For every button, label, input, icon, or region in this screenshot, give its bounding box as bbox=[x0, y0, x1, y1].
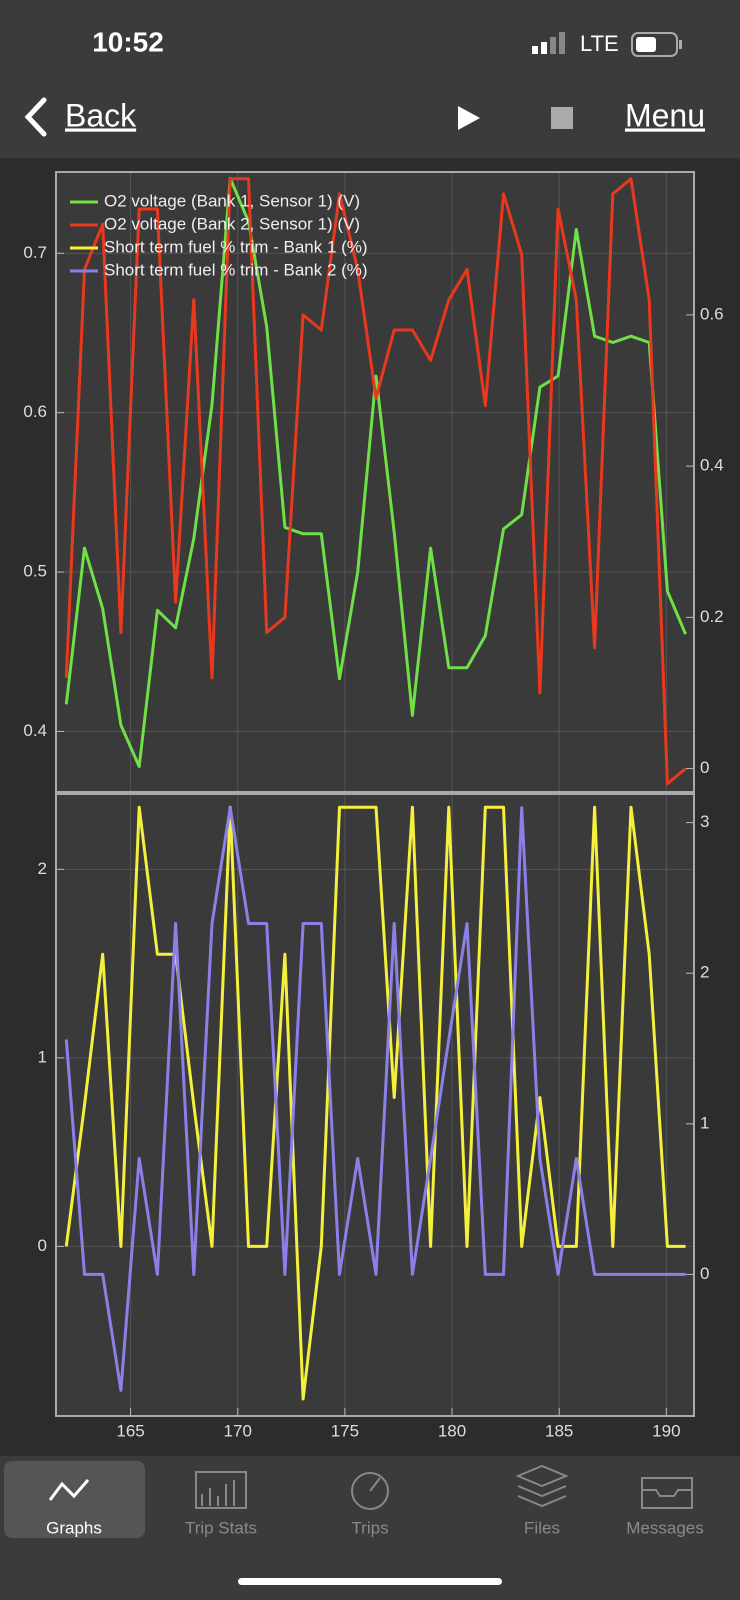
signal bbox=[532, 32, 565, 54]
plot-border bbox=[55, 171, 695, 793]
y2-tick-label: 2 bbox=[700, 963, 709, 982]
plot-area bbox=[56, 794, 694, 1416]
y-tick-label: 0.5 bbox=[23, 562, 47, 581]
tab-label[interactable]: Files bbox=[524, 1518, 560, 1537]
y2-tick-label: 0 bbox=[700, 1264, 709, 1283]
y2-tick-label: 0.2 bbox=[700, 607, 724, 626]
y-tick-label: 2 bbox=[38, 859, 47, 878]
plot-border bbox=[55, 793, 695, 1417]
tab-label[interactable]: Trip Stats bbox=[185, 1518, 257, 1537]
x-tick-label: 190 bbox=[652, 1421, 680, 1440]
home-indicator bbox=[238, 1578, 502, 1585]
tab-label[interactable]: Graphs bbox=[46, 1518, 102, 1537]
x-tick-label: 185 bbox=[545, 1421, 573, 1440]
icons bbox=[195, 1464, 693, 1510]
y2-tick-label: 1 bbox=[700, 1113, 709, 1132]
plot-area bbox=[56, 172, 694, 792]
y-tick-label: 0.4 bbox=[23, 721, 47, 740]
back-button[interactable]: Back bbox=[65, 97, 137, 133]
legend-label: Short term fuel % trim - Bank 1 (%) bbox=[104, 237, 368, 256]
x-tick-label: 180 bbox=[438, 1421, 466, 1440]
y-tick-label: 0 bbox=[38, 1236, 47, 1255]
tab-selected bbox=[4, 1461, 145, 1538]
legend-label: O2 voltage (Bank 2, Sensor 1) (V) bbox=[104, 214, 360, 233]
series-line bbox=[64, 805, 686, 1401]
graphs-icon bbox=[48, 1479, 90, 1501]
x-tick-label: 175 bbox=[331, 1421, 359, 1440]
y-tick-label: 0.7 bbox=[23, 243, 47, 262]
header-bg bbox=[0, 0, 740, 158]
series-line bbox=[64, 176, 687, 768]
menu-button[interactable]: Menu bbox=[625, 97, 705, 133]
stop-button[interactable] bbox=[551, 107, 573, 129]
tab-label[interactable]: Messages bbox=[626, 1518, 703, 1537]
x-tick-label: 165 bbox=[116, 1421, 144, 1440]
legend-label: Short term fuel % trim - Bank 2 (%) bbox=[104, 260, 368, 279]
clock: 10:52 bbox=[92, 26, 164, 57]
tab-label[interactable]: Trips bbox=[351, 1518, 388, 1537]
series-line bbox=[64, 806, 686, 1392]
network: LTE bbox=[580, 31, 619, 56]
back-chevron[interactable] bbox=[24, 97, 47, 137]
y-tick-label: 0.6 bbox=[23, 402, 47, 421]
y2-tick-label: 0.4 bbox=[700, 456, 724, 475]
battery bbox=[631, 32, 682, 57]
series-line bbox=[64, 177, 687, 786]
y2-tick-label: 0.6 bbox=[700, 304, 724, 323]
y2-tick-label: 3 bbox=[700, 812, 709, 831]
x-tick-label: 170 bbox=[224, 1421, 252, 1440]
y-tick-label: 1 bbox=[38, 1047, 47, 1066]
y2-tick-label: 0 bbox=[700, 758, 709, 777]
legend-label: O2 voltage (Bank 1, Sensor 1) (V) bbox=[104, 191, 360, 210]
play-button[interactable] bbox=[458, 106, 480, 130]
